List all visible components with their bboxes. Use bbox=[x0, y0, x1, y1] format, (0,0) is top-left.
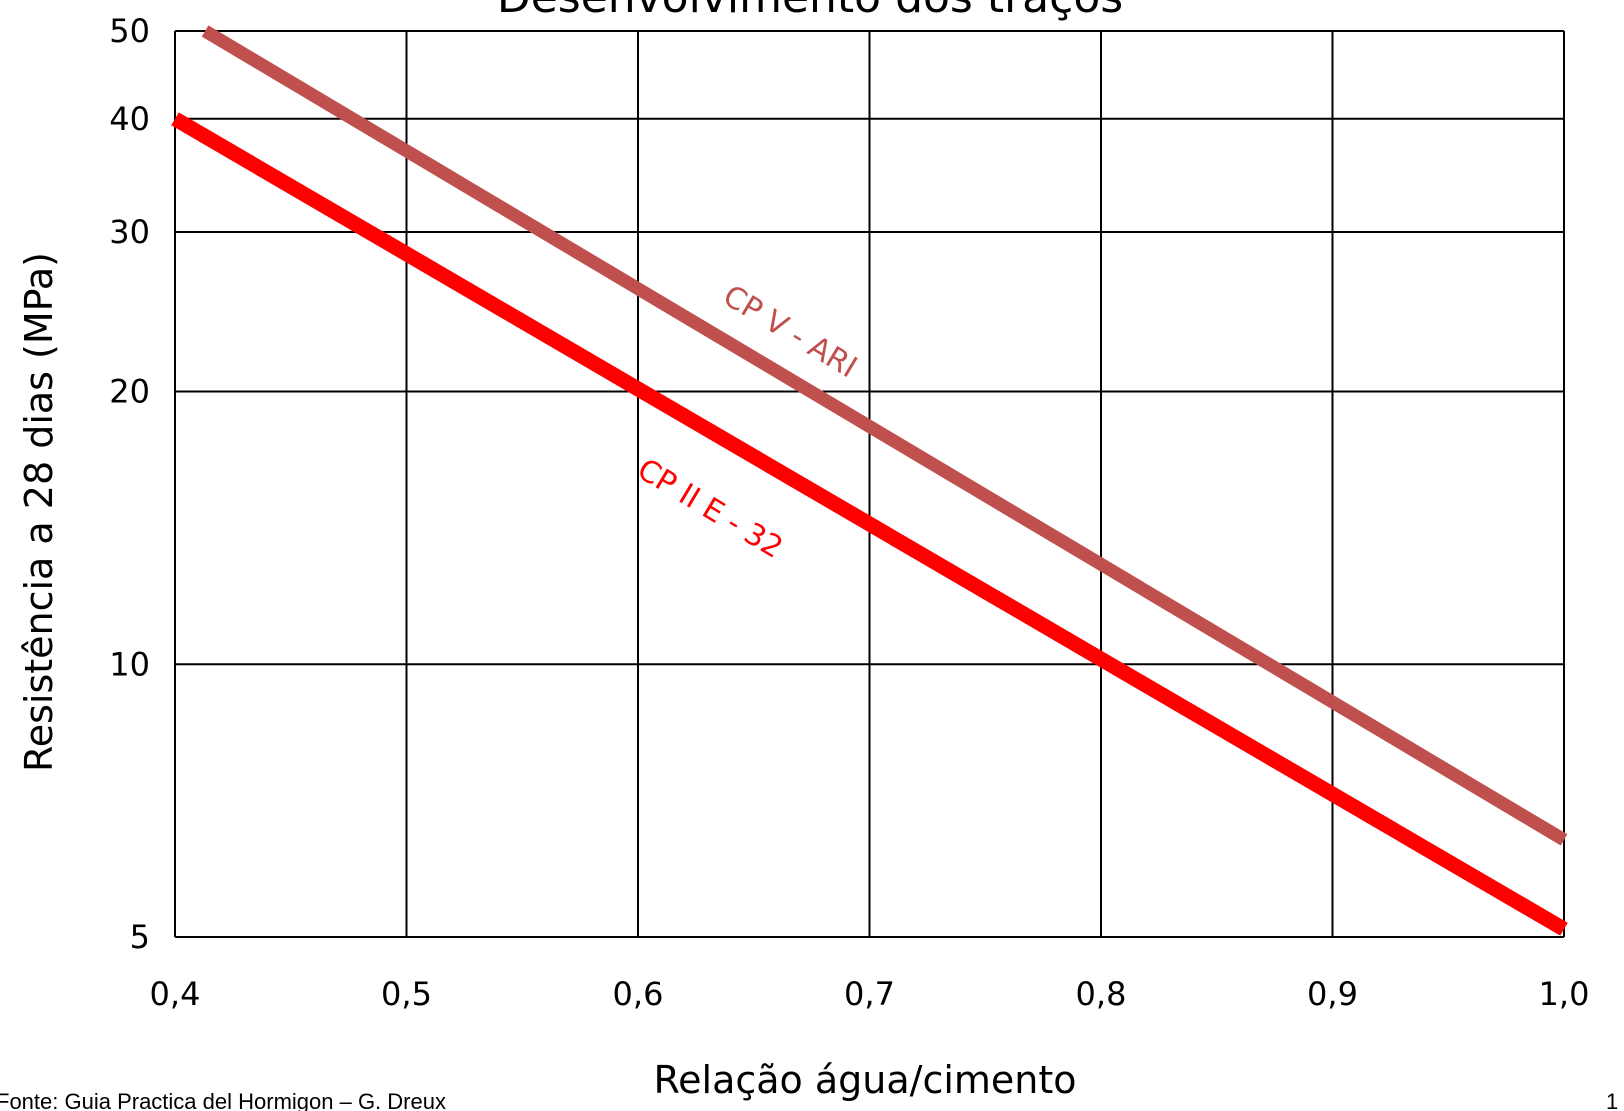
source-note: Fonte: Guia Practica del Hormigon – G. D… bbox=[0, 1089, 446, 1111]
y-tick-label: 10 bbox=[109, 645, 150, 683]
y-axis-title: Resistência a 28 dias (MPa) bbox=[17, 252, 61, 772]
y-tick-label: 5 bbox=[130, 918, 150, 956]
y-tick-label: 30 bbox=[109, 213, 150, 251]
series-lines bbox=[171, 25, 1568, 936]
x-tick-label: 0,7 bbox=[844, 975, 895, 1013]
x-tick-label: 0,5 bbox=[381, 975, 432, 1013]
y-tick-label: 50 bbox=[109, 12, 150, 50]
series-line-cp-ii-e-32 bbox=[171, 112, 1568, 936]
x-tick-label: 0,8 bbox=[1076, 975, 1127, 1013]
x-axis-title: Relação água/cimento bbox=[653, 1058, 1076, 1102]
grid bbox=[174, 30, 1565, 938]
y-tick-label: 20 bbox=[109, 373, 150, 411]
y-tick-label: 40 bbox=[109, 100, 150, 138]
chart-title: Desenvolvimento dos traços bbox=[497, 0, 1123, 23]
x-tick-label: 1,0 bbox=[1539, 975, 1590, 1013]
x-tick-label: 0,4 bbox=[150, 975, 201, 1013]
series-label-cp-v-ari: CP V - ARI bbox=[717, 278, 863, 385]
tick-labels: 0,4 0,5 0,6 0,7 0,8 0,9 1,0 5 10 20 30 40 50 bbox=[109, 12, 1589, 1013]
x-tick-label: 0,6 bbox=[613, 975, 664, 1013]
series-line-cp-v-ari bbox=[201, 25, 1568, 846]
x-tick-label: 0,9 bbox=[1307, 975, 1358, 1013]
page-number: 1 bbox=[1606, 1089, 1618, 1111]
